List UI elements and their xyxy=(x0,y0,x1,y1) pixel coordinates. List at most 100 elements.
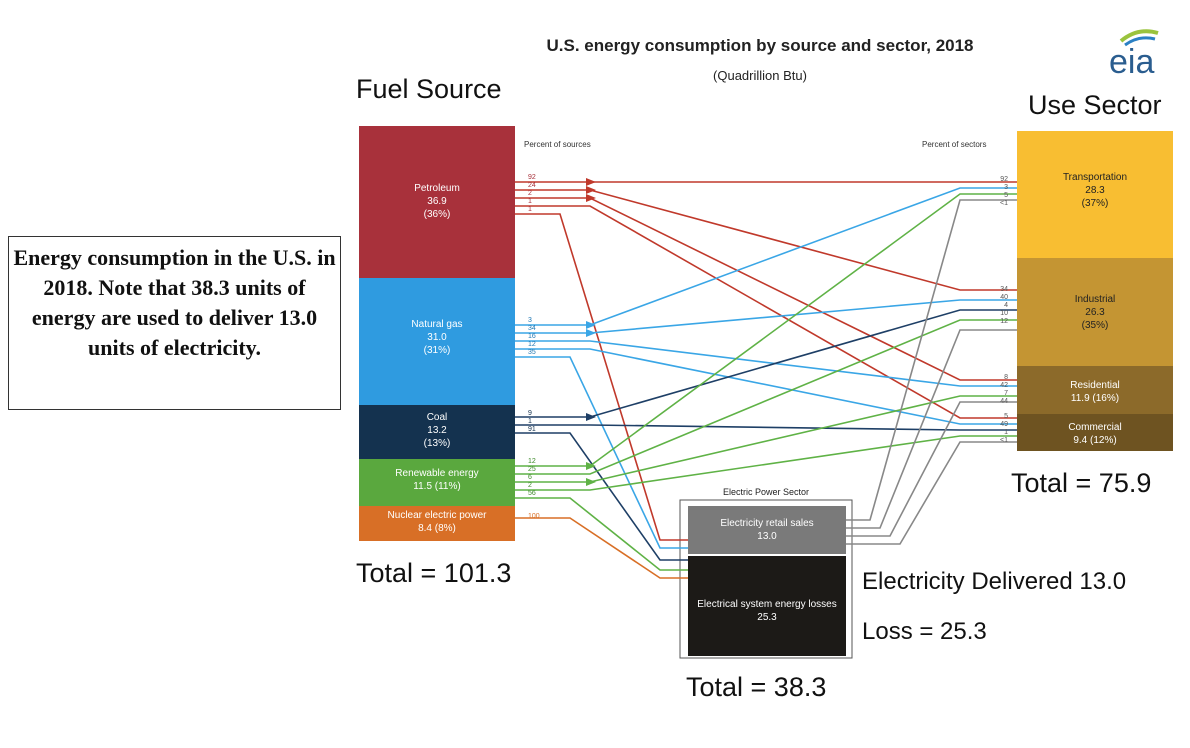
losses-label: Electrical system energy losses 25.3 xyxy=(688,598,846,624)
petroleum-pct-2: 2 xyxy=(528,190,532,197)
renewable-pct-1: 25 xyxy=(528,466,536,473)
nuclear-percent: 100 xyxy=(528,513,540,520)
sector-commercial-label: Commercial 9.4 (12%) xyxy=(1017,421,1173,447)
source-renewable-bar xyxy=(359,459,515,506)
commercial-pct-0: 5 xyxy=(1004,413,1008,420)
electric-power-sector-title: Electric Power Sector xyxy=(722,487,810,497)
source-natural-gas-label: Natural gas 31.0 (31%) xyxy=(359,318,515,357)
natural-gas-percents: 3 34 16 12 35 xyxy=(528,317,536,357)
coal-flows xyxy=(515,309,1017,561)
residential-pct-2: 7 xyxy=(1004,390,1008,397)
losses-name: Electrical system energy losses xyxy=(697,599,837,610)
source-petroleum-bar xyxy=(359,126,515,278)
source-natural-gas-pct: (31%) xyxy=(423,345,451,356)
commercial-pct-1: 49 xyxy=(1000,421,1008,428)
renewable-pct-0: 12 xyxy=(528,458,536,465)
percent-of-sectors-label: Percent of sectors xyxy=(922,140,987,149)
sector-residential-bar xyxy=(1017,366,1173,414)
coal-pct-0: 9 xyxy=(528,410,532,417)
sector-industrial-pct: (35%) xyxy=(1081,320,1109,331)
sector-transportation-bar xyxy=(1017,131,1173,258)
sector-residential-name: Residential xyxy=(1070,380,1120,391)
losses-value: 25.3 xyxy=(757,612,777,623)
source-petroleum-name: Petroleum xyxy=(414,183,460,194)
source-renewable-value: 11.5 (11%) xyxy=(413,481,461,492)
natural-gas-pct-2: 16 xyxy=(528,333,536,340)
industrial-percents: 34 40 4 10 12 xyxy=(988,286,1008,326)
commercial-percents: 5 49 1 <1 xyxy=(988,413,1008,445)
source-natural-gas-value: 31.0 xyxy=(427,332,447,343)
chart-title: U.S. energy consumption by source and se… xyxy=(546,36,974,55)
sector-transportation-name: Transportation xyxy=(1062,172,1128,183)
renewable-percents: 12 25 6 2 56 xyxy=(528,458,536,498)
percent-of-sources-label: Percent of sources xyxy=(524,140,591,149)
commercial-pct-3: <1 xyxy=(1000,437,1008,444)
losses-box xyxy=(688,556,846,656)
note-box: Energy consumption in the U.S. in 2018. … xyxy=(8,236,341,410)
sector-commercial-bar xyxy=(1017,414,1173,451)
source-coal-label: Coal 13.2 (13%) xyxy=(359,411,515,450)
industrial-pct-0: 34 xyxy=(1000,286,1008,293)
nuclear-flows xyxy=(515,517,688,579)
commercial-pct-2: 1 xyxy=(1004,429,1008,436)
industrial-pct-3: 10 xyxy=(1000,310,1008,317)
renewable-pct-4: 56 xyxy=(528,490,536,497)
sector-transportation-value: 28.3 xyxy=(1085,185,1105,196)
natural-gas-pct-3: 12 xyxy=(528,341,536,348)
renewable-pct-3: 2 xyxy=(528,482,532,489)
coal-percents: 9 1 91 xyxy=(528,410,536,434)
coal-pct-2: 91 xyxy=(528,426,536,433)
sector-industrial-bar xyxy=(1017,258,1173,366)
source-coal-value: 13.2 xyxy=(427,425,447,436)
natural-gas-pct-0: 3 xyxy=(528,317,532,324)
total-sectors: Total = 75.9 xyxy=(1011,468,1152,498)
source-natural-gas-name: Natural gas xyxy=(411,319,463,330)
source-natural-gas-bar xyxy=(359,278,515,405)
petroleum-flows xyxy=(515,181,1017,541)
source-coal-pct: (13%) xyxy=(423,438,451,449)
sector-transportation-label: Transportation 28.3 (37%) xyxy=(1017,171,1173,210)
sector-commercial-value: 9.4 (12%) xyxy=(1073,435,1117,446)
renewable-flows xyxy=(515,193,1017,571)
source-renewable-name: Renewable energy xyxy=(395,468,479,479)
retail-sales-box xyxy=(688,506,846,554)
transportation-pct-2: 5 xyxy=(1004,192,1008,199)
source-nuclear-value: 8.4 (8%) xyxy=(418,523,456,534)
source-renewable-label: Renewable energy 11.5 (11%) xyxy=(359,467,515,493)
source-coal-bar xyxy=(359,405,515,459)
residential-pct-1: 42 xyxy=(1000,382,1008,389)
retail-sales-label: Electricity retail sales 13.0 xyxy=(688,517,846,543)
source-petroleum-value: 36.9 xyxy=(427,196,447,207)
logo-text: eia xyxy=(1109,43,1154,81)
petroleum-pct-1: 24 xyxy=(528,182,536,189)
industrial-pct-1: 40 xyxy=(1000,294,1008,301)
industrial-pct-2: 4 xyxy=(1004,302,1008,309)
natural-gas-pct-4: 35 xyxy=(528,349,536,356)
transportation-pct-0: 92 xyxy=(1000,176,1008,183)
petroleum-pct-4: 1 xyxy=(528,206,532,213)
sector-transportation-pct: (37%) xyxy=(1081,198,1109,209)
sector-commercial-name: Commercial xyxy=(1068,422,1122,433)
source-nuclear-bar xyxy=(359,506,515,541)
coal-pct-1: 1 xyxy=(528,418,532,425)
sector-residential-value: 11.9 (16%) xyxy=(1070,393,1120,404)
electricity-flows xyxy=(846,199,1017,545)
source-petroleum-label: Petroleum 36.9 (36%) xyxy=(359,182,515,221)
eia-logo: eia xyxy=(1103,27,1173,81)
transportation-pct-3: <1 xyxy=(1000,200,1008,207)
total-sources: Total = 101.3 xyxy=(356,558,512,588)
residential-pct-3: 44 xyxy=(1000,398,1008,405)
total-electric: Total = 38.3 xyxy=(686,672,827,702)
flow-arrowheads xyxy=(586,178,596,486)
source-petroleum-pct: (36%) xyxy=(423,209,451,220)
sector-residential-label: Residential 11.9 (16%) xyxy=(1017,379,1173,405)
sector-industrial-name: Industrial xyxy=(1074,294,1116,305)
sector-industrial-label: Industrial 26.3 (35%) xyxy=(1017,293,1173,332)
chart-subtitle: (Quadrillion Btu) xyxy=(713,68,807,83)
natural-gas-pct-1: 34 xyxy=(528,325,536,332)
source-nuclear-name: Nuclear electric power xyxy=(387,510,487,521)
petroleum-pct-0: 92 xyxy=(528,174,536,181)
renewable-pct-2: 6 xyxy=(528,474,532,481)
petroleum-pct-3: 1 xyxy=(528,198,532,205)
